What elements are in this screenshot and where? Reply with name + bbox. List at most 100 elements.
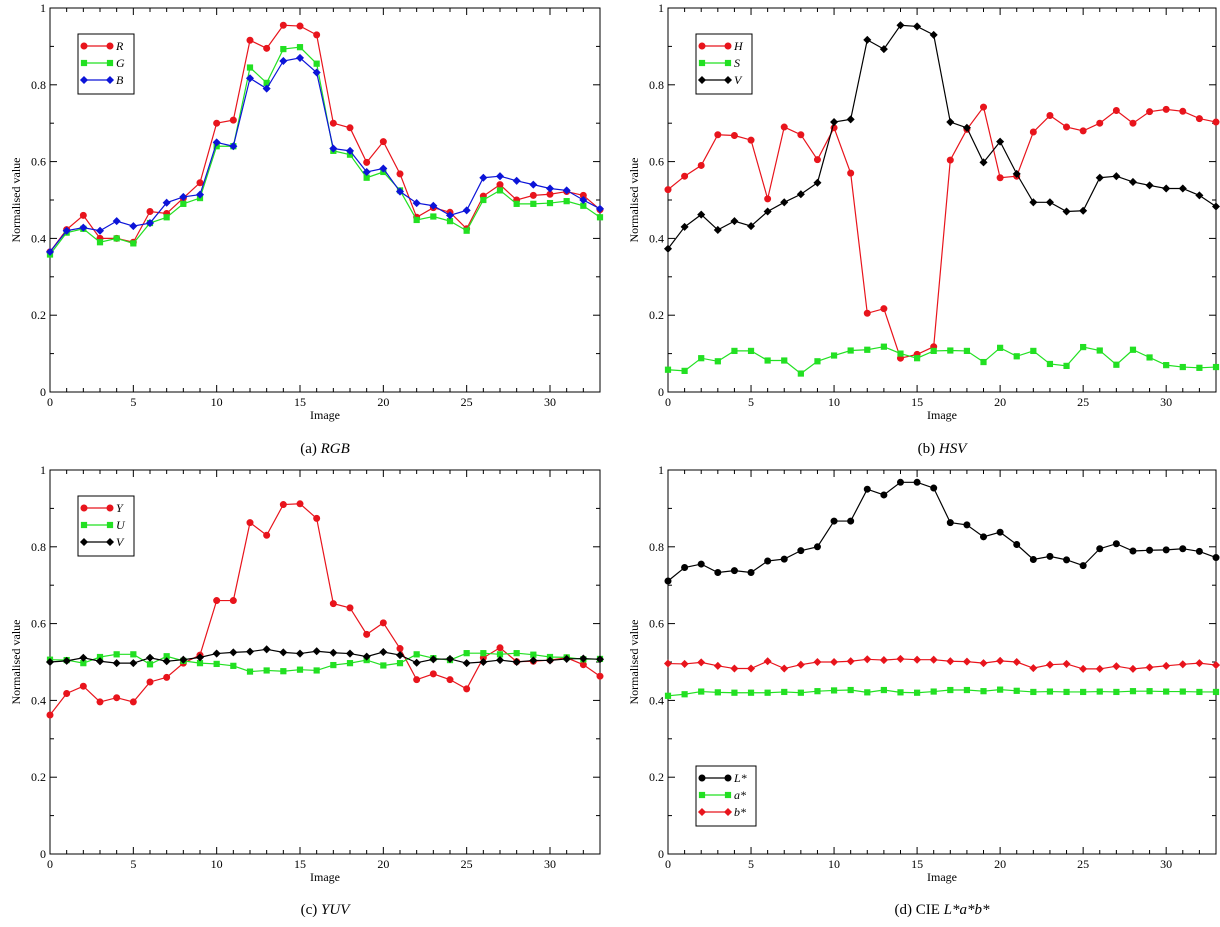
panel-b-series-s-point [980, 358, 987, 366]
panel-c-legend-marker [79, 537, 89, 547]
panel-c-legend-entry-y: Y [80, 501, 124, 515]
panel-b-series-v-point [979, 158, 988, 167]
panel-c-series-u-point [113, 651, 120, 658]
panel-a-x-tick-label: 0 [47, 395, 53, 409]
panel-a-series-r-point [196, 179, 204, 187]
panel-b-series-h-point [664, 186, 672, 194]
panel-b-series-s-point [698, 355, 705, 362]
panel-a-series-g-point [296, 44, 304, 51]
panel-d-series-l-star-point [1013, 540, 1021, 548]
panel-d-legend-marker [724, 774, 732, 782]
panel-b-caption-label: HSV [938, 441, 968, 457]
panel-b-legend-label: V [734, 73, 743, 87]
panel-c-chart: 0 5 10 15 20 25 30 0 0.2 0.4 0.6 0.8 1 Image Normalise… [9, 463, 605, 918]
panel-c-series-v-point [145, 653, 155, 662]
panel-b-series-h-point [1112, 107, 1120, 115]
panel-b-series-s-point [797, 370, 804, 377]
panel-c-legend-label: U [116, 518, 126, 532]
panel-b-series-v-point [896, 21, 905, 30]
panel-b-series-v-point [962, 123, 971, 132]
panel-b-x-tick-label: 30 [1160, 395, 1172, 409]
panel-a-series-g-point [596, 214, 604, 221]
panel-c-series-v-point [62, 656, 71, 665]
panel-b-series-v-point [846, 115, 855, 124]
panel-a-series-g-point [496, 187, 504, 194]
panel-b-x-tick-label: 10 [828, 395, 840, 409]
panel-b-series-h-point [1096, 119, 1104, 127]
panel-c-series-u-point [130, 651, 137, 658]
panel-b-series-s [664, 343, 1220, 377]
panel-b-series-v-point [763, 207, 772, 216]
panel-a-series-g-point [546, 199, 554, 207]
panel-d-series-l-star-point [880, 491, 888, 499]
panel-d-series-a-star [664, 686, 1220, 699]
panel-b-series-h-point [730, 131, 738, 139]
panel-d-series-a-star-point [864, 689, 871, 696]
panel-d-series-l-star-point [813, 543, 821, 551]
panel-d-series-l-star-point [1079, 562, 1087, 570]
panel-c-series-y-point [163, 673, 171, 681]
panel-b-series-h-point [747, 136, 755, 144]
panel-d-series-l-star-point [913, 478, 921, 486]
panel-d-series-l-star-point [1112, 540, 1120, 548]
panel-a-series-g-point [313, 60, 320, 67]
panel-c-series-v-point [295, 649, 305, 658]
panel-c-legend-entry-u: U [80, 518, 126, 532]
panel-b-series-v-point [929, 30, 938, 39]
panel-b-legend-marker [724, 59, 732, 67]
panel-d-series-b-star-point [879, 656, 888, 665]
panel-a-legend-marker [106, 42, 114, 50]
panel-a-x-tick-label: 25 [461, 395, 473, 409]
panel-d-caption-prefix: (d) CIE [895, 902, 944, 918]
panel-b-series-s-point [1013, 353, 1020, 360]
panel-c-series-u-point [213, 660, 220, 668]
panel-b-series-s-point [1146, 354, 1153, 361]
panel-c-series-y-point [496, 644, 504, 652]
panel-b-series-v-point [830, 118, 839, 127]
panel-c-legend-box [77, 495, 135, 557]
panel-d-series-a-star-point [1146, 688, 1153, 695]
panel-b-legend-marker [698, 59, 706, 67]
panel-c-series-y-point [246, 519, 254, 527]
panel-a-series-g-line [49, 46, 601, 255]
panel-d-legend-entry-l-star: L* [698, 771, 747, 785]
panel-a-legend-marker [80, 59, 88, 67]
panel-a-legend-label: G [116, 56, 125, 70]
panel-b-series-h-point [697, 161, 705, 169]
panel-c-series-v-point [479, 657, 488, 667]
panel-a-series-g-point [113, 235, 120, 242]
panel-b-series-v-point [730, 217, 739, 226]
panel-d-y-tick-label: 0.6 [649, 617, 664, 631]
panel-b-chart: 0 5 10 15 20 25 30 0 0.2 0.4 0.6 0.8 1 Image Normalise… [627, 1, 1220, 457]
panel-c-series-v-point [495, 656, 505, 665]
panel-d-y-tick-label: 0.4 [649, 693, 664, 707]
panel-d-series-l-star-point [830, 517, 838, 525]
panel-a-series-b-point [279, 56, 288, 66]
panel-c-series-v-point [429, 655, 438, 664]
panel-c-series-v-point [379, 647, 388, 657]
panel-a-series-r-point [246, 36, 254, 44]
panel-b-series-v-point [1195, 191, 1204, 200]
panel-a-series-b-point [262, 84, 271, 93]
panel-d-series-a-star-point [698, 688, 705, 695]
panel-a-series-r-point [213, 119, 221, 127]
panel-c-x-tick-label: 30 [544, 857, 556, 871]
panel-a-series-b-point [462, 206, 471, 215]
panel-d-series-l-star-line [667, 481, 1217, 582]
panel-d-series-b-star-point [863, 655, 872, 664]
panel-d-series-l-star-point [930, 484, 938, 492]
panel-d-y-tick-label: 0.8 [649, 540, 664, 554]
panel-d-series-a-star-point [847, 686, 854, 694]
panel-d-series-l-star-point [847, 517, 855, 525]
panel-b-series-s-point [897, 350, 904, 357]
panel-c-series-y-point [146, 678, 154, 686]
panel-d-series-b-star-point [763, 657, 772, 666]
panel-c-series-y-point [313, 514, 321, 522]
panel-d-x-tick-label: 10 [828, 857, 840, 871]
panel-b-series-h-point [1046, 112, 1054, 120]
panel-d-legend-entry-b-star: b* [697, 805, 746, 819]
panel-d-series-l-star-point [996, 528, 1004, 536]
panel-d-series-l-star-point [1212, 554, 1220, 562]
panel-b-series-h-point [980, 103, 988, 111]
panel-b-y-tick-label: 0.2 [649, 308, 664, 322]
